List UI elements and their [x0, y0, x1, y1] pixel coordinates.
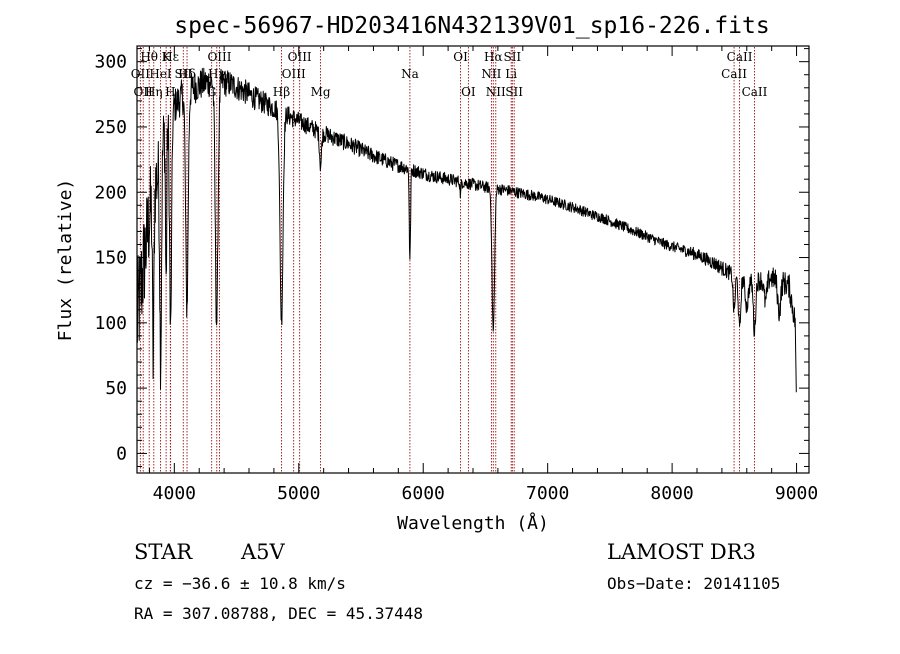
line-marker-label: SII [503, 50, 521, 64]
x-tick-label: 5000 [277, 483, 320, 504]
line-marker-label: G [207, 85, 217, 99]
spectrum-line [136, 67, 797, 393]
line-marker-label: OI [461, 85, 476, 99]
chart-title: spec-56967-HD203416N432139V01_sp16-226.f… [174, 13, 769, 39]
y-tick-label: 100 [94, 313, 127, 334]
line-marker-label: OIII [282, 67, 306, 81]
line-marker-label: Hβ [273, 85, 290, 99]
line-marker-label: OI [453, 50, 468, 64]
line-marker-label: OII [131, 67, 151, 81]
x-axis-title: Wavelength (Å) [397, 512, 549, 534]
line-marker-label: OIII [288, 50, 312, 64]
line-marker-label: CaII [727, 50, 753, 64]
observation-date: Obs−Date: 20141105 [607, 574, 780, 593]
line-marker-label: CaII [721, 67, 747, 81]
x-tick-label: 8000 [650, 483, 693, 504]
x-tick-label: 6000 [402, 483, 445, 504]
line-marker-label: HeI [149, 67, 172, 81]
y-tick-label: 50 [105, 378, 127, 399]
line-marker-label: OIII [207, 50, 231, 64]
coordinates: RA = 307.08788, DEC = 45.37448 [134, 604, 423, 623]
x-tick-label: 9000 [775, 483, 818, 504]
spectrum-series [136, 67, 797, 393]
line-marker-label: CaII [742, 85, 768, 99]
line-marker-label: H [165, 85, 175, 99]
line-marker-label: NII [481, 67, 501, 81]
y-tick-label: 300 [94, 52, 127, 73]
line-marker-label: Hα [484, 50, 503, 64]
line-marker-label: NII [486, 85, 506, 99]
line-marker-labels: OIIOIIHθHηHeIKHHεSIIHδGHγOIIIHβOIIIOIIIM… [131, 50, 768, 99]
x-axis-ticks: 4000 5000 6000 7000 8000 9000 [148, 46, 818, 504]
line-marker-label: Hε [162, 50, 179, 64]
line-marker-label: SII [505, 85, 523, 99]
line-marker-label: K [162, 50, 172, 64]
y-tick-label: 0 [116, 443, 127, 464]
object-type: STAR [134, 540, 193, 564]
y-tick-label: 250 [94, 117, 127, 138]
y-tick-label: 200 [94, 182, 127, 203]
line-marker-label: Na [401, 67, 419, 81]
y-axis-ticks: 0 50 100 150 200 250 300 [94, 48, 809, 467]
x-tick-label: 7000 [526, 483, 569, 504]
survey-name: LAMOST DR3 [607, 540, 756, 564]
line-marker-label: Li [505, 67, 517, 81]
line-marker-label: Hθ [140, 50, 158, 64]
redshift-velocity: cz = −36.6 ± 10.8 km/s [134, 574, 346, 593]
line-marker-label: Mg [311, 85, 331, 99]
line-marker-label: Hη [145, 85, 163, 99]
y-tick-label: 150 [94, 248, 127, 269]
line-marker-label: OII [134, 85, 154, 99]
line-markers [139, 47, 755, 472]
spectral-subclass: A5V [240, 540, 286, 564]
line-marker-label: SII [174, 67, 192, 81]
y-axis-title: Flux (relative) [55, 179, 76, 342]
x-tick-label: 4000 [153, 483, 196, 504]
